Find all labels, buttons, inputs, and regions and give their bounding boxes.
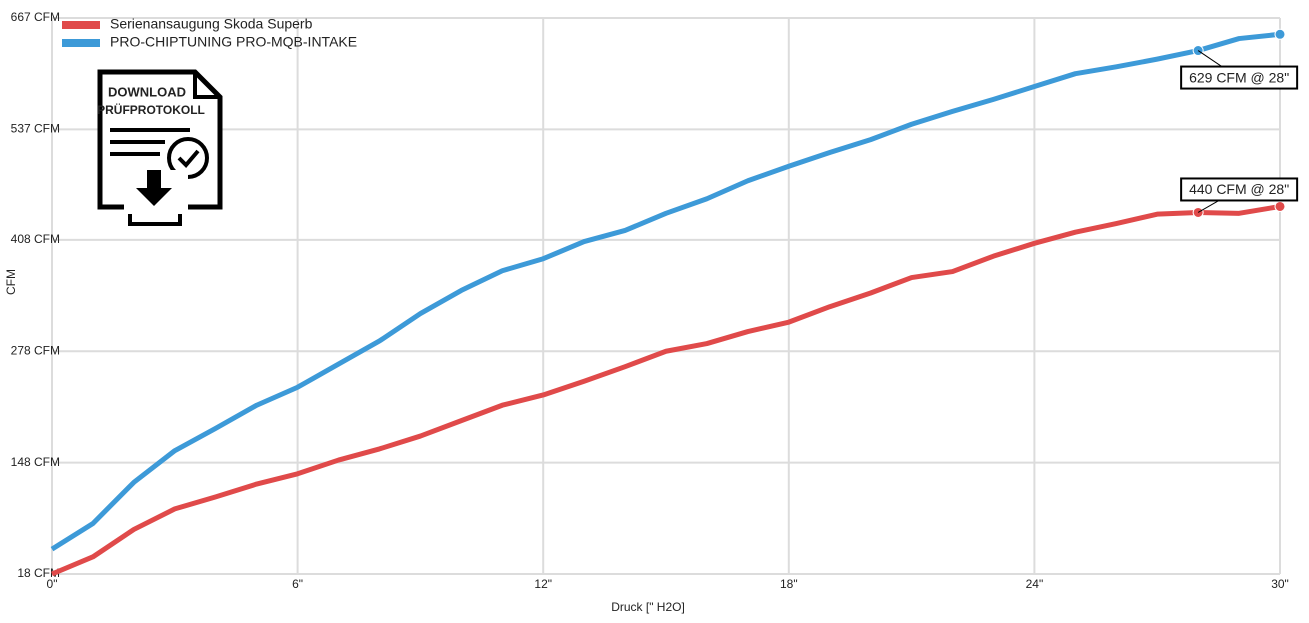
series-line [51,204,1281,577]
annotation-text: 440 CFM @ 28" [1189,181,1289,197]
badge-text: PRÜFPROTOKOLL [97,102,205,117]
point-marker [1274,28,1286,40]
tray [128,214,182,226]
y-axis-label: CFM [4,269,18,295]
badge-text: DOWNLOAD [108,84,186,99]
y-tick-label: 408 CFM [11,232,60,246]
legend-label: Serienansaugung Skoda Superb [110,16,313,32]
x-tick-label: 6" [292,577,303,591]
y-tick-label: 148 CFM [11,455,60,469]
x-tick-label: 24" [1026,577,1044,591]
legend-swatch [62,21,100,29]
x-tick-label: 30" [1271,577,1289,591]
x-tick-label: 12" [534,577,552,591]
annotation-box [1180,177,1299,202]
point-marker [1274,200,1286,212]
x-tick-label: 0" [47,577,58,591]
legend-label: PRO-CHIPTUNING PRO-MQB-INTAKE [110,34,357,50]
y-tick-label: 18 CFM [17,566,60,580]
x-axis-label: Druck [" H2O] [611,600,685,614]
y-tick-label: 537 CFM [11,122,60,136]
check-mark [177,149,200,168]
download-arrow [136,170,172,206]
download-badge[interactable]: DOWNLOAD PRÜFPROTOKOLL [97,69,223,226]
x-tick-label: 18" [780,577,798,591]
y-tick-label: 667 CFM [11,10,60,24]
series-line [50,31,1281,552]
legend-swatch [62,39,100,47]
annotation-box [1180,65,1299,90]
annotation-text: 629 CFM @ 28" [1189,69,1289,85]
y-tick-label: 278 CFM [11,343,60,357]
grid [51,17,1281,575]
document-fold [193,72,220,99]
